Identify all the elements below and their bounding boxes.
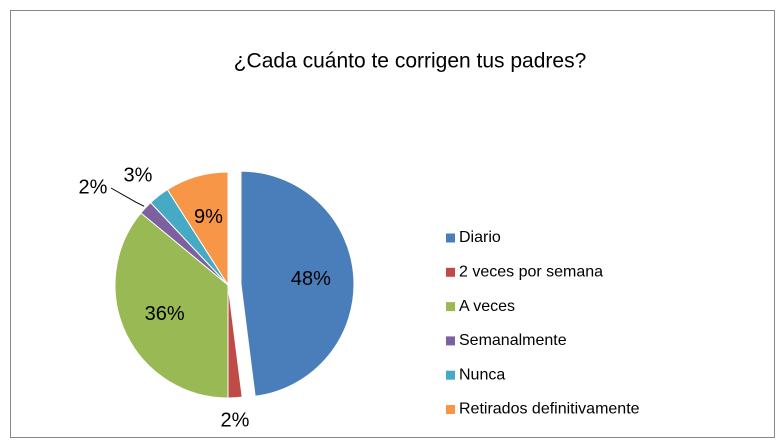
legend-swatch bbox=[446, 336, 455, 346]
legend-label: A veces bbox=[459, 298, 515, 315]
pie-slice bbox=[240, 170, 355, 397]
legend-swatch bbox=[446, 267, 455, 277]
data-label: 9% bbox=[194, 206, 223, 228]
data-label: 2% bbox=[221, 409, 250, 431]
legend-label: Semanalmente bbox=[459, 332, 567, 349]
leader-line bbox=[110, 187, 145, 207]
legend-swatch bbox=[446, 302, 455, 312]
legend-label: 2 veces por semana bbox=[459, 264, 603, 281]
legend-label: Nunca bbox=[459, 366, 505, 383]
legend-label: Diario bbox=[459, 229, 501, 246]
data-label: 2% bbox=[79, 176, 108, 198]
legend-swatch bbox=[446, 405, 455, 414]
data-label: 3% bbox=[124, 164, 153, 186]
data-label: 48% bbox=[291, 268, 331, 290]
legend-swatch bbox=[446, 233, 455, 243]
chart-border bbox=[10, 10, 775, 438]
data-label: 36% bbox=[145, 303, 185, 325]
legend-swatch bbox=[446, 370, 455, 380]
pie-slice bbox=[114, 212, 229, 399]
pie-slice bbox=[166, 171, 229, 287]
chart-title: ¿Cada cuánto te corrigen tus padres? bbox=[234, 50, 587, 73]
legend-label: Retirados definitivamente bbox=[459, 401, 640, 418]
